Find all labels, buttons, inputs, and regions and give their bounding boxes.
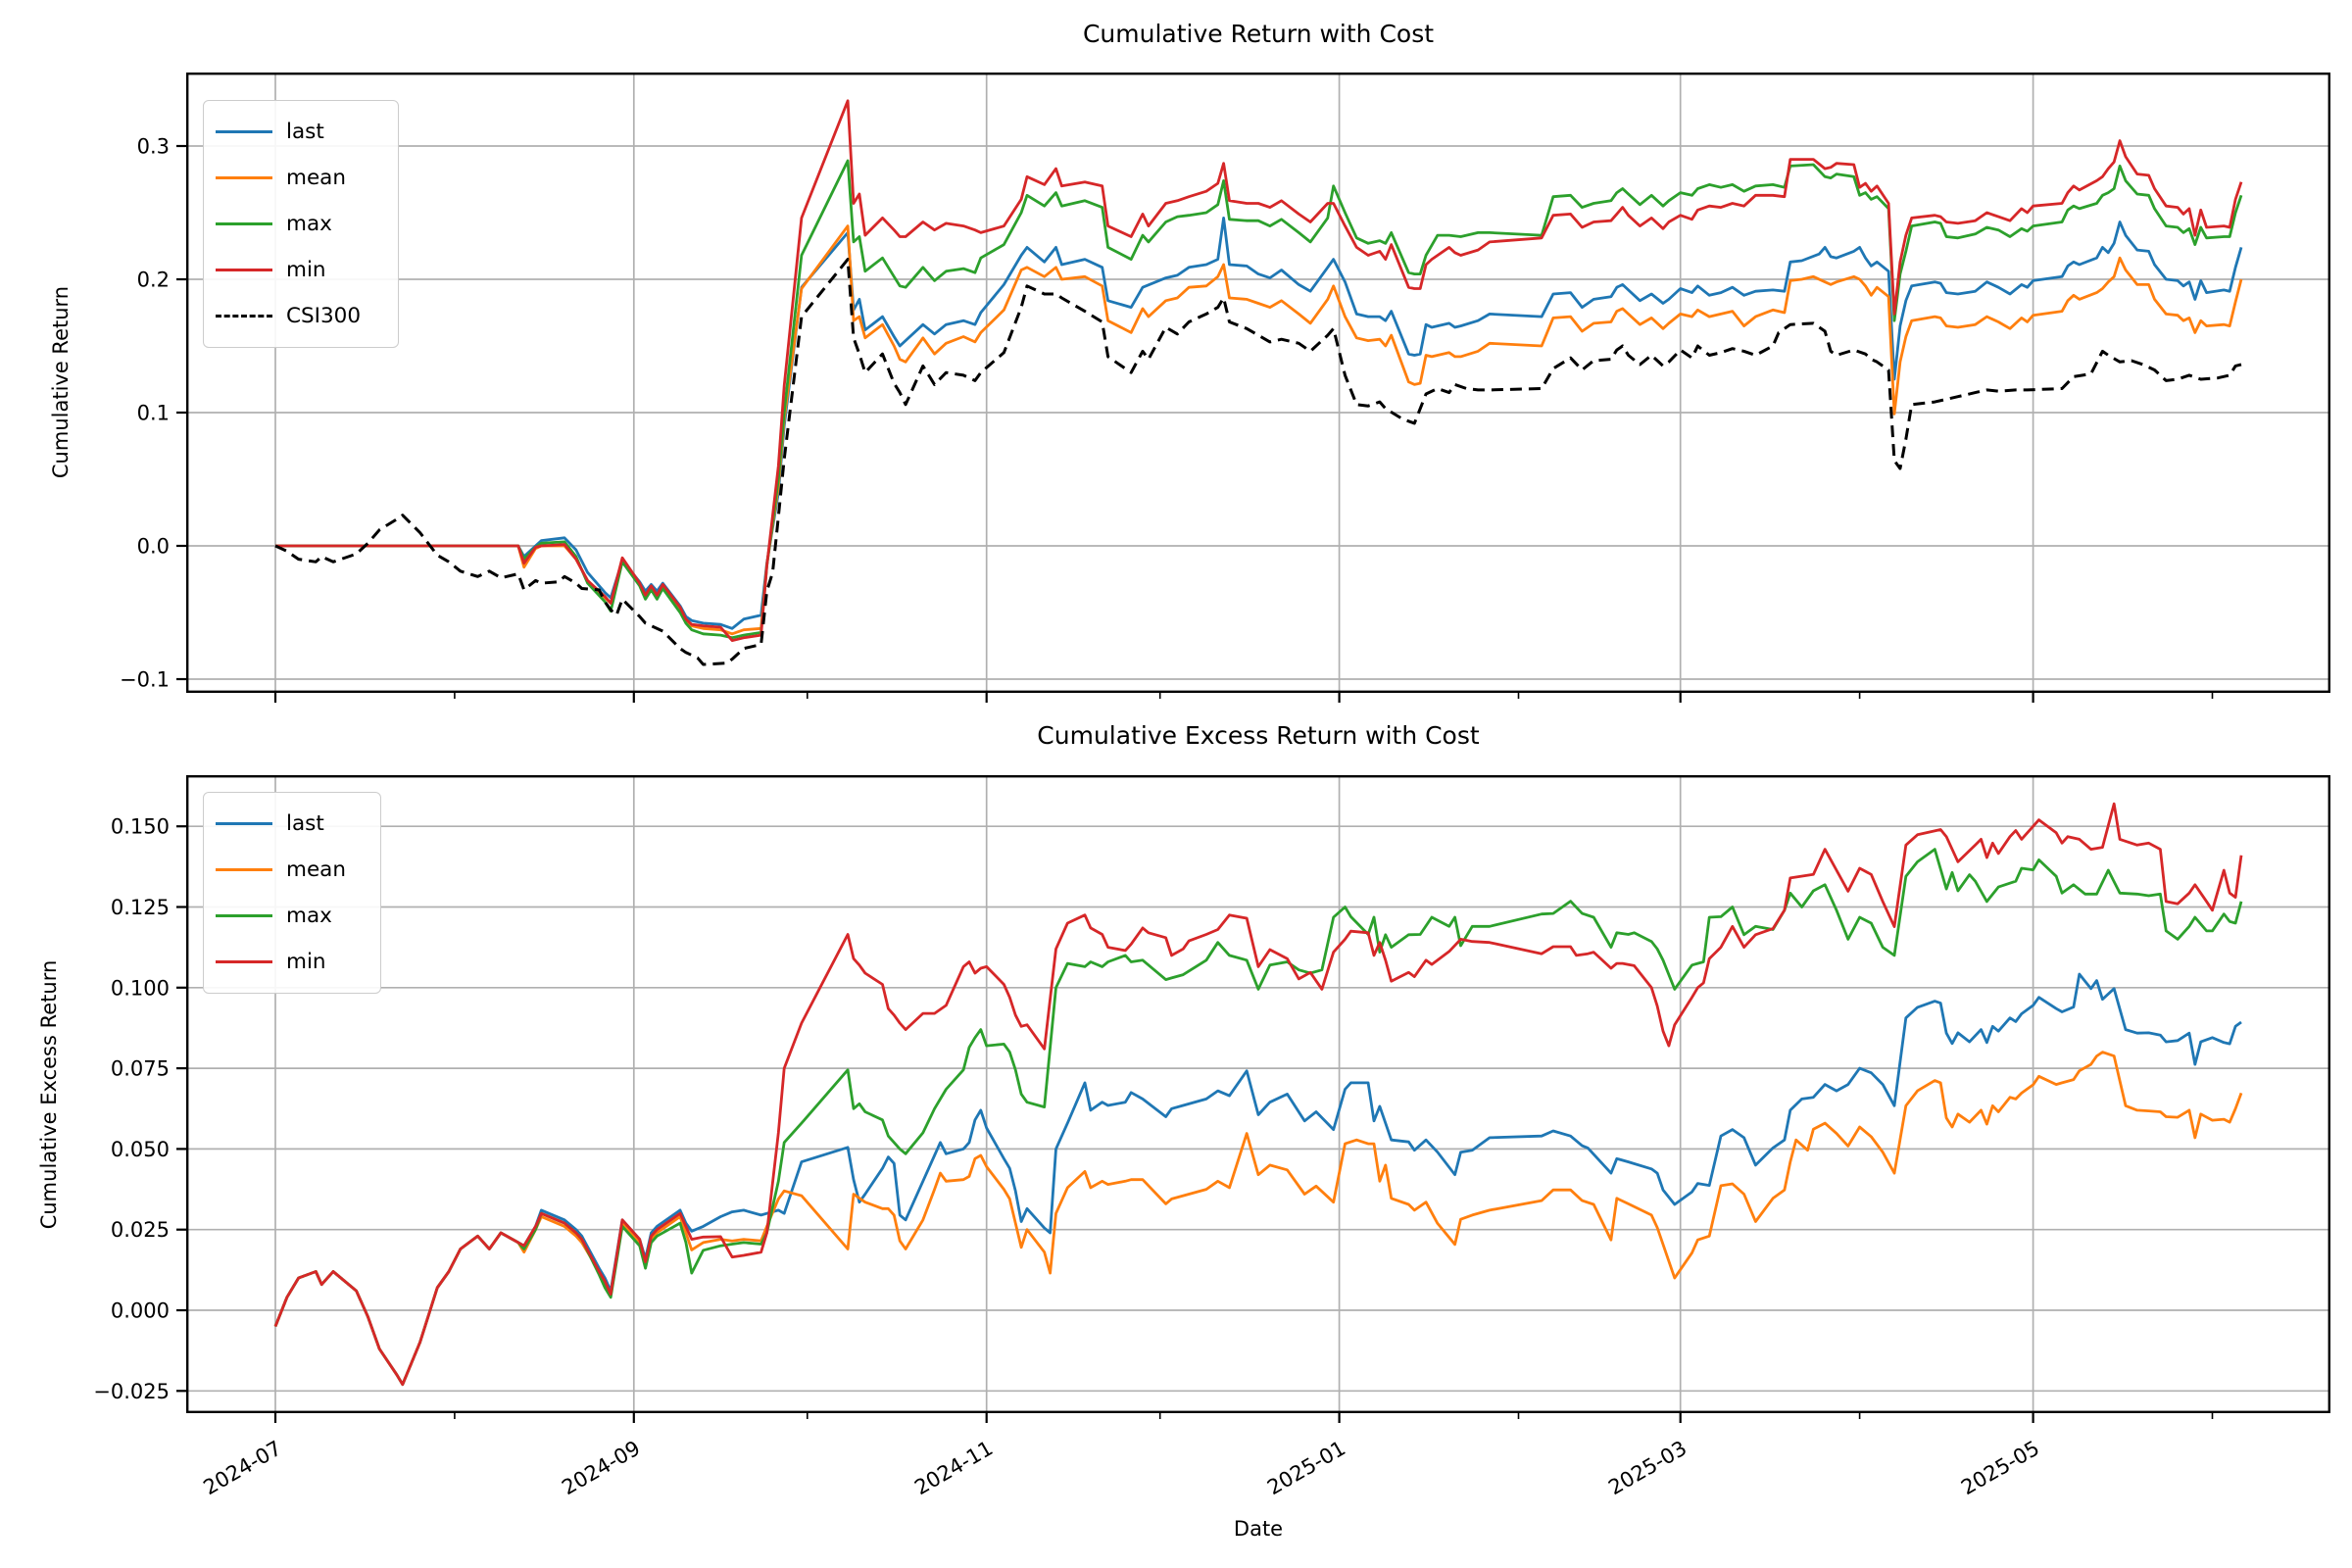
bottom-chart-legend: last mean max min <box>203 792 381 994</box>
legend-item-mean: mean <box>216 155 380 201</box>
series-line-last <box>273 972 2242 1387</box>
legend-line-sample-CSI300 <box>216 315 272 318</box>
legend-line-sample-last <box>216 130 272 133</box>
series-line-max <box>275 159 2243 640</box>
legend-item-max: max <box>216 893 363 939</box>
y-tick-label: 0.1 <box>137 402 170 425</box>
series-line-max <box>273 848 2243 1387</box>
x-tick-label: 2025-05 <box>1957 1437 2043 1500</box>
legend-line-sample-last <box>216 822 272 825</box>
legend-item-min: min <box>216 939 363 985</box>
legend-label-last: last <box>286 810 324 836</box>
y-tick-label: 0.100 <box>111 976 170 1000</box>
legend-label-min: min <box>286 949 326 974</box>
legend-item-last: last <box>216 109 380 155</box>
series-line-CSI300 <box>274 258 2242 666</box>
y-tick-label: 0.075 <box>111 1057 170 1081</box>
y-tick-label: −0.025 <box>93 1380 170 1403</box>
legend-label-min: min <box>286 257 326 282</box>
legend-label-CSI300: CSI300 <box>286 303 362 328</box>
y-tick-label: 0.3 <box>137 135 170 159</box>
legend-item-min: min <box>216 247 380 293</box>
y-tick-label: 0.150 <box>111 815 170 839</box>
legend-label-mean: mean <box>286 165 346 190</box>
legend-item-last: last <box>216 801 363 847</box>
legend-line-sample-max <box>216 914 272 917</box>
legend-label-mean: mean <box>286 857 346 882</box>
y-tick-label: −0.1 <box>120 668 170 692</box>
y-tick-label: 0.0 <box>137 535 170 559</box>
x-tick-label: 2024-09 <box>558 1437 644 1500</box>
x-tick-label: 2024-07 <box>200 1437 286 1500</box>
series-line-min <box>273 802 2243 1387</box>
legend-line-sample-mean <box>216 868 272 871</box>
legend-label-last: last <box>286 119 324 144</box>
bottom-chart-y-axis-label: Cumulative Excess Return <box>37 959 61 1230</box>
plot-frame <box>186 775 2331 1413</box>
series-line-mean <box>273 1051 2243 1387</box>
bottom-chart-title: Cumulative Excess Return with Cost <box>1037 721 1480 750</box>
y-tick-label: 0.025 <box>111 1218 170 1242</box>
x-tick-label: 2025-01 <box>1263 1437 1349 1500</box>
legend-line-sample-min <box>216 960 272 963</box>
legend-line-sample-mean <box>216 176 272 179</box>
y-tick-label: 0.000 <box>111 1299 170 1323</box>
legend-item-CSI300: CSI300 <box>216 293 380 339</box>
series-line-min <box>275 99 2243 642</box>
top-chart-y-axis-label: Cumulative Return <box>49 285 73 479</box>
legend-item-max: max <box>216 201 380 247</box>
top-chart-plot-area: 0.3 0.2 0.1 0.0 −0.1 <box>120 73 2331 703</box>
x-axis-label: Date <box>1233 1517 1284 1541</box>
x-tick-label: 2024-11 <box>910 1437 997 1500</box>
legend-line-sample-max <box>216 222 272 225</box>
plot-frame <box>186 73 2331 693</box>
y-tick-label: 0.125 <box>111 896 170 919</box>
y-tick-label: 0.050 <box>111 1138 170 1161</box>
legend-label-max: max <box>286 211 332 236</box>
top-chart-title: Cumulative Return with Cost <box>1082 20 1435 48</box>
series-line-mean <box>275 224 2243 636</box>
legend-item-mean: mean <box>216 847 363 893</box>
top-chart-legend: last mean max min CSI300 <box>203 100 399 348</box>
x-tick-label: 2025-03 <box>1604 1437 1690 1500</box>
legend-line-sample-min <box>216 269 272 271</box>
y-tick-label: 0.2 <box>137 269 170 292</box>
legend-label-max: max <box>286 903 332 928</box>
bottom-chart-plot-area: 0.150 0.125 0.100 0.075 0.050 0.025 0.000 −0.02… <box>93 775 2331 1499</box>
